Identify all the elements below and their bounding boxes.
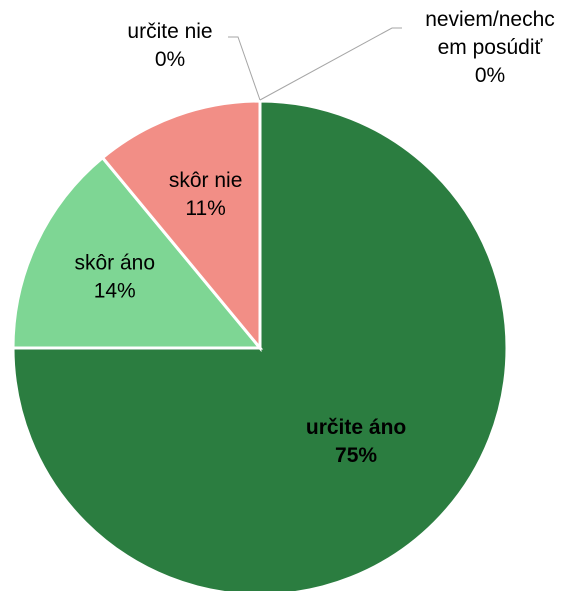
value-label: 75% <box>335 444 377 467</box>
slice-label: neviem/nechc em posúdiť 0% <box>425 8 555 87</box>
pie-slice <box>100 99 262 353</box>
pie-slice <box>11 99 509 591</box>
category-line: em posúdiť <box>438 36 544 59</box>
pie-slice <box>11 155 264 350</box>
category-line: určite nie <box>127 20 212 43</box>
category-line: skôr áno <box>74 252 155 275</box>
category-label: neviem/nechc em posúdiť <box>425 8 555 59</box>
category-label: skôr áno <box>74 252 155 275</box>
category-line: určite áno <box>306 416 406 439</box>
value-label: 0% <box>475 64 505 87</box>
slice-label: určite áno 75% <box>306 416 406 467</box>
value-label: 0% <box>155 48 185 71</box>
value-label: 14% <box>94 280 136 303</box>
category-line: skôr nie <box>169 169 243 192</box>
slice-label: skôr nie 11% <box>169 169 243 220</box>
leader-line <box>228 36 261 101</box>
category-line: neviem/nechc <box>425 8 555 31</box>
category-label: skôr nie <box>169 169 243 192</box>
leader-line <box>259 27 402 101</box>
value-label: 11% <box>185 197 225 220</box>
slice-label: skôr áno 14% <box>74 252 155 303</box>
category-label: určite nie <box>127 20 212 43</box>
category-label: určite áno <box>306 416 406 439</box>
slice-label: určite nie 0% <box>127 20 212 71</box>
